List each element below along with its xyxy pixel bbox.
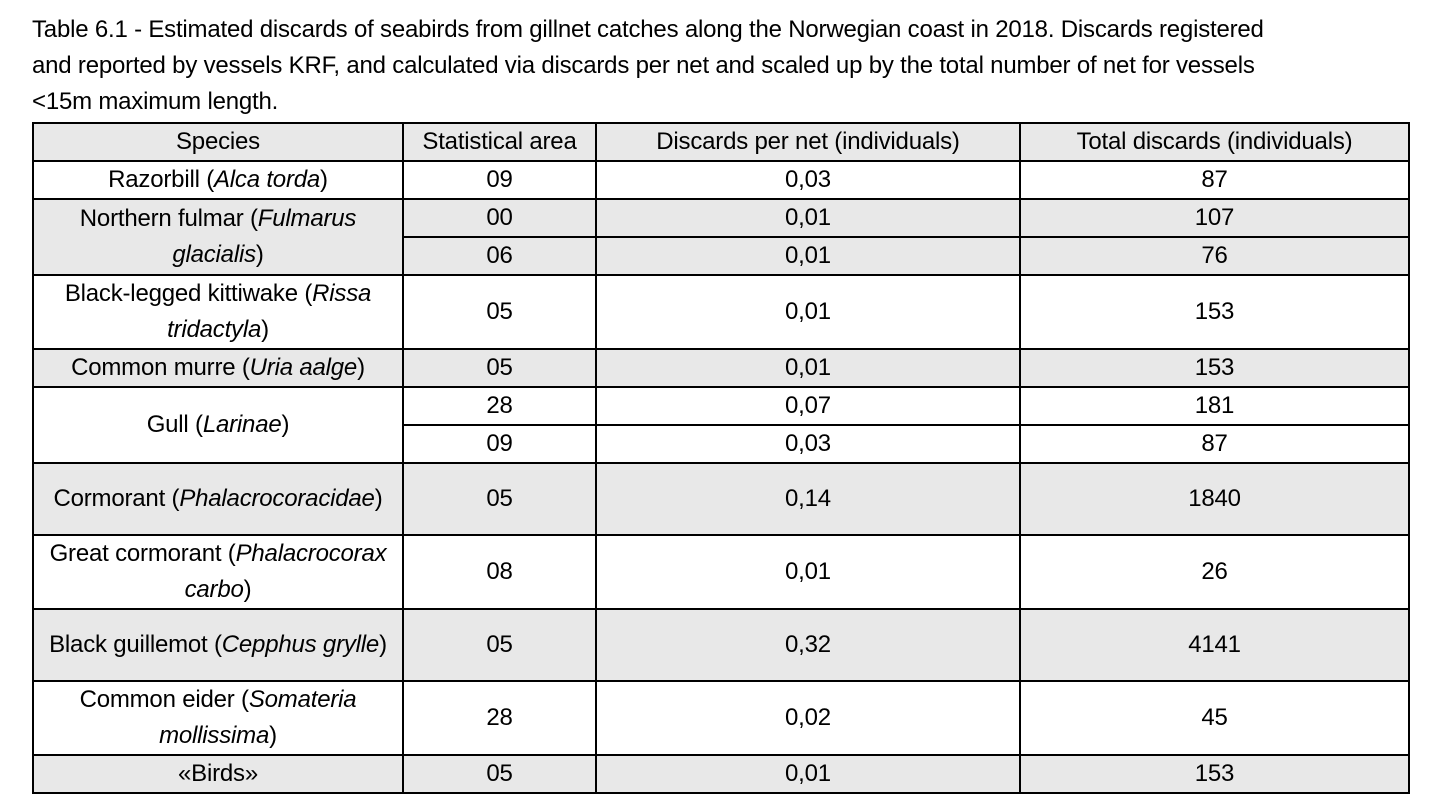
species-cell: Common murre (Uria aalge) [32,348,404,388]
caption-line: <15m maximum length. [32,88,279,115]
species-cell: Gull (Larinae) [32,386,404,464]
total-discards-cell: 1840 [1019,462,1410,536]
table-row: «Birds» 05 0,01 153 [32,754,1410,794]
discards-per-net-cell: 0,01 [595,198,1021,238]
species-close-paren: ) [281,411,290,438]
table-row: Black guillemot (Cepphus grylle) 05 0,32 41… [32,608,1410,682]
header-total-discards: Total discards (individuals) [1019,122,1410,162]
statistical-area-cell: 09 [402,424,597,464]
discards-per-net-cell: 0,01 [595,236,1021,276]
species-latin-name: Phalacrocoracidae [179,485,375,512]
species-name: Gull ( [146,411,203,438]
total-discards-cell: 87 [1019,424,1410,464]
species-close-paren: ) [379,631,387,658]
statistical-area-cell: 05 [402,608,597,682]
species-cell: Great cormorant (Phalacrocorax carbo) [32,534,404,610]
table-row: Northern fulmar (Fulmarus glacialis) 00 0,… [32,198,1410,276]
total-discards-cell: 76 [1019,236,1410,276]
species-name: Great cormorant ( [49,540,236,567]
table-row: Cormorant (Phalacrocoracidae) 05 0,14 1840 [32,462,1410,536]
discards-per-net-cell: 0,03 [595,160,1021,200]
species-latin-name: Fulmarus glacialis [172,205,357,268]
statistical-area-cell: 06 [402,236,597,276]
header-discards-per-net: Discards per net (individuals) [595,122,1021,162]
total-discards-cell: 4141 [1019,608,1410,682]
species-close-paren: ) [261,316,269,343]
species-cell: Black guillemot (Cepphus grylle) [32,608,404,682]
total-discards-cell: 87 [1019,160,1410,200]
total-discards-cell: 153 [1019,348,1410,388]
species-cell: Common eider (Somateria mollissima) [32,680,404,756]
species-name: Black guillemot ( [49,631,222,658]
discards-per-net-cell: 0,02 [595,680,1021,756]
statistical-area-cell: 05 [402,462,597,536]
header-species: Species [32,122,404,162]
table-row: Great cormorant (Phalacrocorax carbo) 08 0… [32,534,1410,610]
species-close-paren: ) [357,354,365,381]
table-row: Razorbill (Alca torda) 09 0,03 87 [32,160,1410,200]
species-latin-name: Alca torda [213,166,321,193]
discards-per-net-cell: 0,01 [595,348,1021,388]
total-discards-cell: 181 [1019,386,1410,426]
statistical-area-cell: 00 [402,198,597,238]
header-statistical-area: Statistical area [402,122,597,162]
total-discards-cell: 26 [1019,534,1410,610]
species-close-paren: ) [269,722,277,749]
species-cell: Northern fulmar (Fulmarus glacialis) [32,198,404,276]
species-latin-name: Rissa tridactyla [167,280,372,343]
header-row: Species Statistical area Discards per ne… [32,122,1410,162]
statistical-area-cell: 28 [402,386,597,426]
statistical-area-cell: 09 [402,160,597,200]
species-latin-name: Phalacrocorax carbo [184,540,387,603]
document: Table 6.1 - Estimated discards of seabir… [32,12,1410,794]
discards-per-net-cell: 0,07 [595,386,1021,426]
statistical-area-cell: 05 [402,754,597,794]
table-row: 06 0,01 76 [33,236,1410,276]
discards-per-net-cell: 0,03 [595,424,1021,464]
table-row: 09 0,03 87 [33,424,1410,464]
statistical-area-cell: 05 [402,348,597,388]
species-close-paren: ) [255,241,264,268]
table-row: Gull (Larinae) 28 0,07 181 [32,386,1410,464]
species-name: Common eider ( [79,686,249,713]
species-name: Black-legged kittiwake ( [64,280,313,307]
species-latin-name: Somateria mollissima [159,686,357,749]
species-name: Northern fulmar ( [79,205,258,232]
total-discards-cell: 153 [1019,754,1410,794]
species-cell: Cormorant (Phalacrocoracidae) [32,462,404,536]
discards-per-net-cell: 0,01 [595,754,1021,794]
total-discards-cell: 107 [1019,198,1410,238]
species-name: Common murre ( [71,354,250,381]
discards-table: Species Statistical area Discards per ne… [32,122,1410,794]
table-body: Razorbill (Alca torda) 09 0,03 87 Northern f… [32,160,1410,794]
species-close-paren: ) [243,576,252,603]
statistical-area-cell: 28 [402,680,597,756]
total-discards-cell: 45 [1019,680,1410,756]
species-name: Cormorant ( [53,485,180,512]
discards-per-net-cell: 0,32 [595,608,1021,682]
discards-per-net-cell: 0,01 [595,534,1021,610]
total-discards-cell: 153 [1019,274,1410,350]
table-row: Common eider (Somateria mollissima) 28 0,0… [32,680,1410,756]
species-close-paren: ) [320,166,328,193]
statistical-area-cell: 08 [402,534,597,610]
statistical-area-cell: 05 [402,274,597,350]
species-latin-name: Larinae [202,411,282,438]
discards-per-net-cell: 0,01 [595,274,1021,350]
table-row: Black-legged kittiwake (Rissa tridactyla… [32,274,1410,350]
species-close-paren: ) [374,485,383,512]
species-name: «Birds» [178,760,258,787]
species-name: Razorbill ( [108,166,214,193]
table-caption: Table 6.1 - Estimated discards of seabir… [32,12,1410,120]
discards-per-net-cell: 0,14 [595,462,1021,536]
caption-line: Table 6.1 - Estimated discards of seabir… [32,16,1264,43]
species-cell: Black-legged kittiwake (Rissa tridactyla… [32,274,404,350]
species-cell: «Birds» [32,754,404,794]
table-row: Common murre (Uria aalge) 05 0,01 153 [32,348,1410,388]
caption-line: and reported by vessels KRF, and calcula… [32,52,1255,79]
species-latin-name: Cepphus grylle [221,631,380,658]
species-cell: Razorbill (Alca torda) [32,160,404,200]
species-latin-name: Uria aalge [249,354,358,381]
